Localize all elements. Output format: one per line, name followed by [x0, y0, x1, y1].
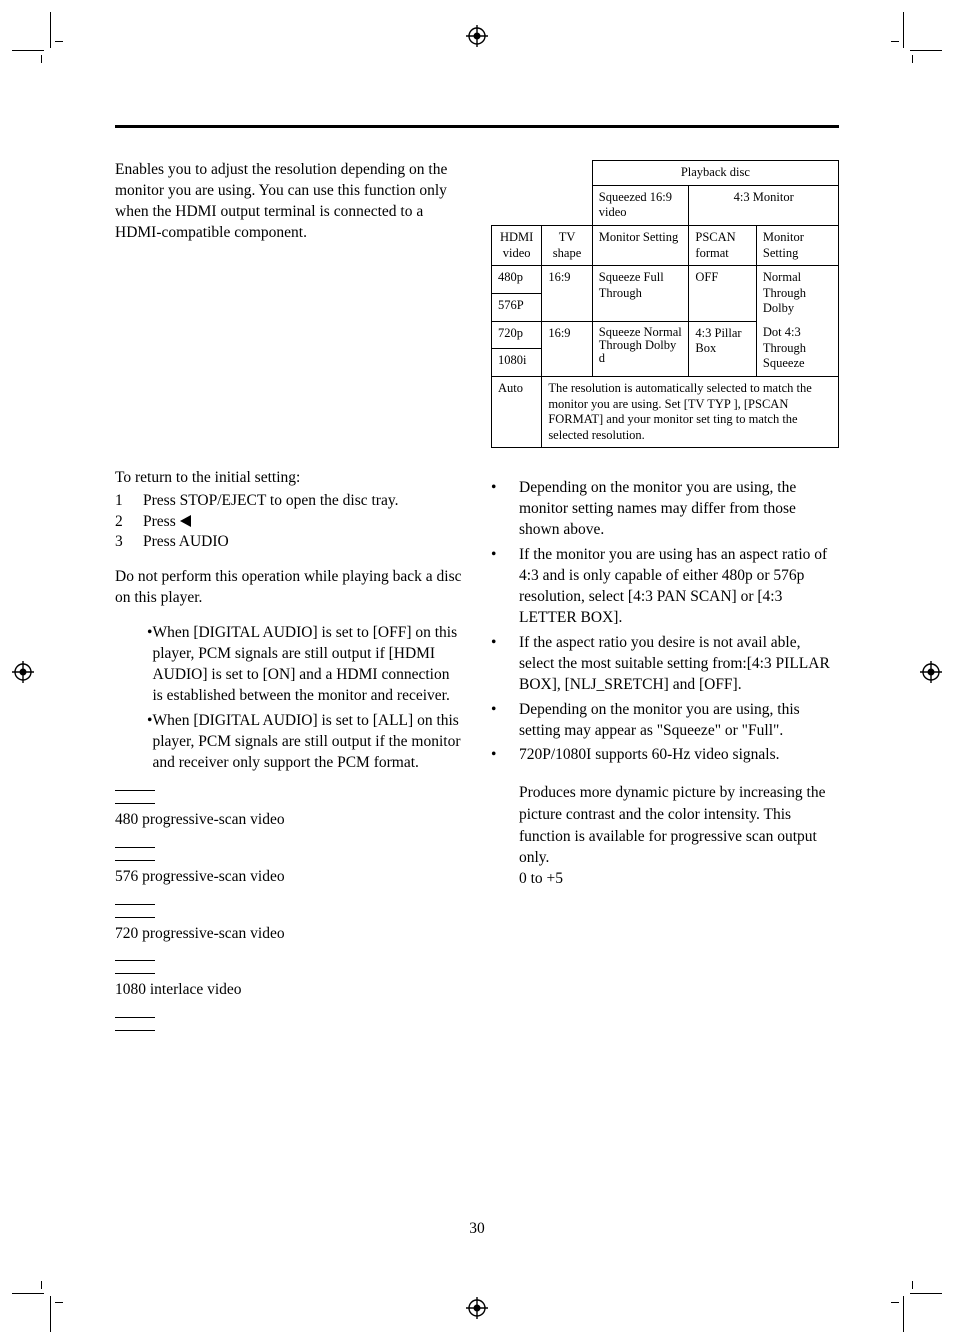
table-header: Squeezed 16:9 video — [592, 185, 689, 225]
table-cell: 16:9 — [542, 321, 592, 376]
bullet-text: Depending on the monitor you are using, … — [519, 700, 839, 742]
crop-mark — [903, 1296, 904, 1332]
note-text: When [DIGITAL AUDIO] is set to [OFF] on … — [152, 623, 463, 707]
return-heading: To return to the initial setting: — [115, 468, 463, 489]
right-column: Playback disc Squeezed 16:9 video 4:3 Mo… — [491, 160, 839, 1037]
step-text: Press AUDIO — [143, 532, 229, 553]
bullet: • — [491, 745, 519, 766]
bullet-text: If the aspect ratio you desire is not av… — [519, 633, 839, 696]
step-number: 2 — [115, 512, 143, 533]
table-header: Playback disc — [592, 161, 838, 186]
term-block: 576 progressive-scan video — [115, 847, 463, 888]
bullet: • — [491, 545, 519, 629]
table-cell: 576P — [492, 293, 542, 321]
table-header: TV shape — [542, 225, 592, 265]
bullet: • — [491, 700, 519, 742]
term-text: 576 progressive-scan video — [115, 867, 463, 888]
intro-text: Enables you to adjust the resolution dep… — [115, 160, 463, 244]
note-text: When [DIGITAL AUDIO] is set to [ALL] on … — [152, 711, 463, 774]
step-text: Press — [143, 512, 191, 533]
spacer — [115, 248, 463, 468]
table-cell: Squeeze Full Through — [592, 266, 689, 321]
term-label — [115, 1017, 155, 1031]
term-text: 720 progressive-scan video — [115, 924, 463, 945]
crop-mark — [910, 50, 942, 51]
registration-mark-icon — [466, 1297, 488, 1319]
bullet-text: 720P/1080I supports 60-Hz video signals. — [519, 745, 839, 766]
crop-mark — [50, 1296, 51, 1332]
term-text: 480 progressive-scan video — [115, 810, 463, 831]
bullet-text: Depending on the monitor you are using, … — [519, 478, 839, 541]
warning-text: Do not perform this operation while play… — [115, 567, 463, 609]
table-cell: 720p — [492, 321, 542, 349]
table-cell: Normal Through Dolby — [756, 266, 838, 321]
table-header: HDMI video — [492, 225, 542, 265]
table-header: Monitor Setting — [592, 225, 689, 265]
bullet: • — [491, 478, 519, 541]
spec-table: Playback disc Squeezed 16:9 video 4:3 Mo… — [491, 160, 839, 448]
notes-list: •When [DIGITAL AUDIO] is set to [OFF] on… — [147, 623, 463, 773]
table-empty-cell — [492, 161, 593, 226]
crop-mark — [912, 55, 913, 63]
left-arrow-icon — [180, 515, 191, 527]
term-block: 480 progressive-scan video — [115, 790, 463, 831]
table-cell: Auto — [492, 376, 542, 448]
bullet: • — [491, 633, 519, 696]
crop-mark — [891, 1302, 899, 1303]
term-label — [115, 960, 155, 974]
crop-mark — [41, 55, 42, 63]
table-header: 4:3 Monitor — [689, 185, 839, 225]
term-label — [115, 904, 155, 918]
table-header: Monitor Setting — [756, 225, 838, 265]
page-content: Enables you to adjust the resolution dep… — [45, 50, 909, 1294]
term-block: 720 progressive-scan video — [115, 904, 463, 945]
term-text: 1080 interlace video — [115, 980, 463, 1001]
crop-mark — [12, 50, 44, 51]
table-cell: 1080i — [492, 349, 542, 377]
crop-mark — [55, 1302, 63, 1303]
left-column: Enables you to adjust the resolution dep… — [115, 160, 463, 1037]
registration-mark-icon — [12, 661, 34, 683]
table-cell: 480p — [492, 266, 542, 294]
dynamic-text: Produces more dynamic picture by increas… — [519, 782, 839, 869]
table-cell: 16:9 — [542, 266, 592, 321]
crop-mark — [41, 1281, 42, 1289]
bullet-text: If the monitor you are using has an aspe… — [519, 545, 839, 629]
crop-mark — [903, 12, 904, 48]
table-header: PSCAN format — [689, 225, 757, 265]
steps-list: 1Press STOP/EJECT to open the disc tray.… — [115, 491, 463, 554]
step-text: Press STOP/EJECT to open the disc tray. — [143, 491, 398, 512]
table-cell: 4:3 Pillar Box — [689, 321, 757, 376]
table-cell: OFF — [689, 266, 757, 321]
header-rule — [115, 125, 839, 128]
table-cell: The resolution is automatically selected… — [542, 376, 839, 448]
crop-mark — [50, 12, 51, 48]
crop-mark — [12, 1293, 44, 1294]
term-label — [115, 790, 155, 804]
term-label — [115, 847, 155, 861]
content-columns: Enables you to adjust the resolution dep… — [115, 160, 839, 1037]
registration-mark-icon — [920, 661, 942, 683]
crop-mark — [55, 41, 63, 42]
crop-mark — [910, 1293, 942, 1294]
table-cell: Squeeze Normal Through Dolby d — [592, 321, 689, 376]
range-text: 0 to +5 — [519, 869, 839, 890]
right-bullets: •Depending on the monitor you are using,… — [491, 478, 839, 766]
crop-mark — [912, 1281, 913, 1289]
step-number: 1 — [115, 491, 143, 512]
step-number: 3 — [115, 532, 143, 553]
term-block — [115, 1017, 463, 1037]
table-cell: Dot 4:3 Through Squeeze — [756, 321, 838, 376]
term-block: 1080 interlace video — [115, 960, 463, 1001]
registration-mark-icon — [466, 25, 488, 47]
page-number: 30 — [45, 1220, 909, 1238]
crop-mark — [891, 41, 899, 42]
